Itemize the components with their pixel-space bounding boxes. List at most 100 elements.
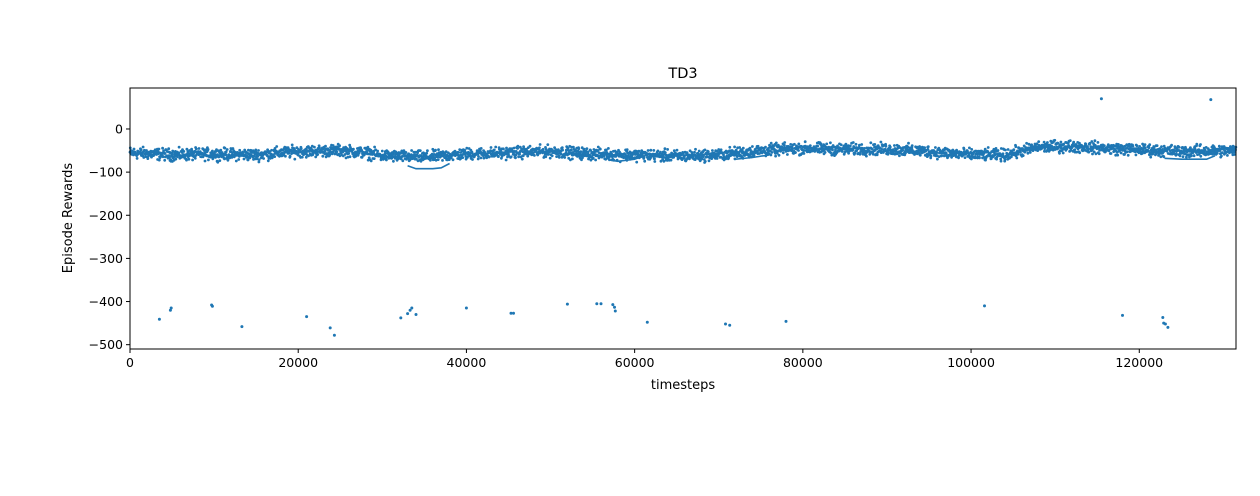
data-point <box>482 156 486 160</box>
data-point <box>207 158 210 162</box>
data-point <box>669 158 673 162</box>
data-point <box>517 155 520 159</box>
data-point <box>1221 151 1224 155</box>
data-point <box>829 141 832 145</box>
data-point <box>546 153 550 156</box>
data-point <box>451 158 455 162</box>
data-point <box>719 148 723 152</box>
data-point <box>887 151 890 155</box>
data-point <box>437 148 440 152</box>
data-point <box>663 151 667 155</box>
data-point <box>1152 146 1156 149</box>
plot-frame <box>129 87 1237 350</box>
data-point <box>1089 145 1093 149</box>
outlier-point <box>408 308 412 312</box>
data-point <box>1189 146 1192 150</box>
data-point <box>605 148 608 152</box>
data-point <box>840 150 844 153</box>
data-point <box>185 147 189 151</box>
outlier-point <box>399 316 403 320</box>
data-point <box>1012 148 1016 152</box>
outlier-point <box>414 313 418 316</box>
data-point <box>884 144 888 148</box>
data-point <box>769 141 773 145</box>
data-point <box>659 150 662 154</box>
data-point <box>348 143 352 147</box>
data-point <box>546 143 550 147</box>
data-point <box>803 140 807 144</box>
data-point <box>954 152 958 156</box>
data-point <box>223 157 226 161</box>
data-point <box>1233 153 1236 156</box>
data-point <box>410 149 413 152</box>
data-point <box>429 158 432 162</box>
data-point <box>993 153 997 157</box>
data-point <box>514 156 517 160</box>
data-point <box>1114 153 1118 157</box>
data-point <box>494 145 498 149</box>
data-point <box>553 146 556 150</box>
data-point <box>167 147 171 151</box>
data-point <box>1025 141 1028 145</box>
data-point <box>487 155 491 159</box>
data-point <box>1185 155 1188 159</box>
data-point <box>989 157 993 161</box>
data-point <box>1040 147 1044 150</box>
data-point <box>163 158 167 162</box>
outlier-point <box>1209 98 1213 102</box>
data-point <box>1059 140 1063 144</box>
data-point <box>963 156 967 160</box>
axes: 0 20000 40000 60000 80000 100000 120000 0 −100 −2… <box>89 121 1164 370</box>
data-point <box>906 145 910 149</box>
outlier-point <box>1099 97 1103 101</box>
data-point <box>802 149 806 152</box>
data-point <box>910 146 914 150</box>
outlier-point <box>724 322 727 326</box>
data-point <box>646 149 650 152</box>
outlier-point <box>512 311 515 315</box>
data-point <box>625 148 629 152</box>
data-point <box>357 151 361 155</box>
data-point <box>321 154 325 158</box>
data-point <box>224 153 228 157</box>
data-point <box>853 152 857 155</box>
outlier-point <box>728 323 732 327</box>
data-point <box>651 152 655 156</box>
data-point <box>1199 143 1202 146</box>
data-point <box>1091 147 1095 150</box>
data-point <box>829 151 833 155</box>
outlier-point <box>599 302 603 306</box>
data-point <box>1088 142 1092 145</box>
data-point <box>774 141 778 145</box>
y-tick-label: −500 <box>89 337 123 352</box>
data-point <box>1220 154 1223 158</box>
data-point <box>157 158 161 162</box>
data-point <box>1178 154 1182 158</box>
data-point <box>706 150 710 154</box>
data-point <box>596 149 600 152</box>
data-point <box>675 148 679 152</box>
data-point <box>238 148 242 152</box>
data-point <box>185 158 188 162</box>
data-point <box>1019 150 1022 154</box>
data-point <box>313 145 316 149</box>
data-point <box>187 157 191 161</box>
data-point <box>970 148 974 151</box>
data-point <box>942 154 946 158</box>
data-point <box>141 145 145 149</box>
data-point <box>161 155 165 159</box>
data-point <box>1138 145 1141 148</box>
data-point <box>1147 149 1150 153</box>
data-point <box>1126 153 1130 157</box>
data-point <box>733 157 737 161</box>
data-point <box>1170 143 1173 147</box>
data-point <box>412 150 416 154</box>
data-point <box>858 143 861 147</box>
data-point <box>554 148 558 152</box>
data-point <box>548 156 552 160</box>
data-point <box>715 157 719 160</box>
data-point <box>1028 151 1032 154</box>
data-point <box>516 147 519 150</box>
data-point <box>923 146 926 150</box>
